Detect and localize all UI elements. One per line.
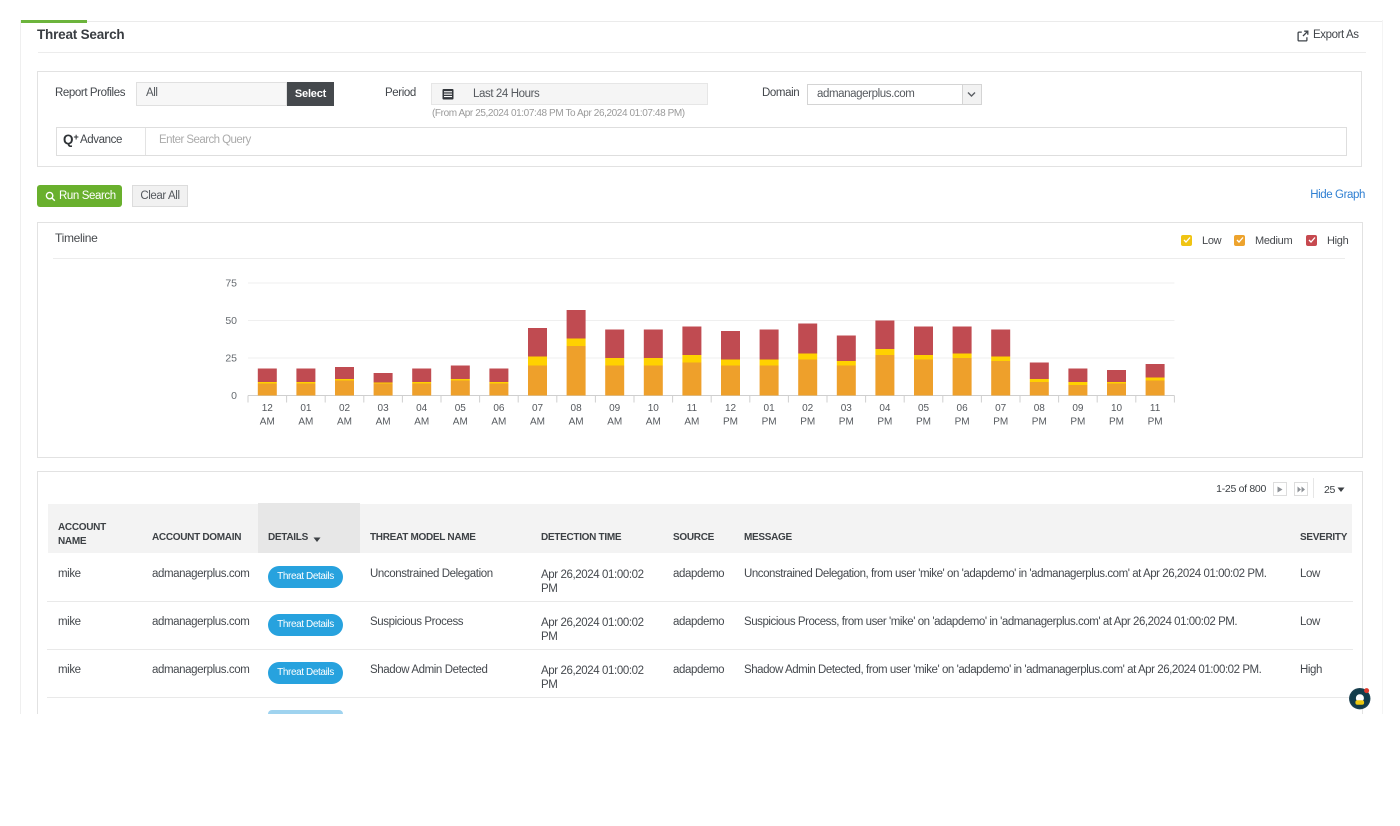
svg-text:11: 11: [687, 403, 698, 414]
svg-text:AM: AM: [376, 417, 391, 428]
svg-text:05: 05: [918, 403, 930, 414]
svg-text:0: 0: [231, 390, 237, 402]
svg-text:03: 03: [378, 403, 390, 414]
svg-text:AM: AM: [530, 417, 545, 428]
svg-text:PM: PM: [993, 417, 1008, 428]
svg-text:07: 07: [532, 403, 544, 414]
svg-text:AM: AM: [607, 417, 622, 428]
svg-text:PM: PM: [877, 417, 892, 428]
svg-text:04: 04: [879, 403, 891, 414]
svg-text:09: 09: [609, 403, 621, 414]
svg-text:08: 08: [1034, 403, 1046, 414]
svg-text:01: 01: [300, 403, 312, 414]
svg-text:PM: PM: [1032, 417, 1047, 428]
svg-text:12: 12: [725, 403, 737, 414]
svg-text:04: 04: [416, 403, 428, 414]
svg-text:PM: PM: [1109, 417, 1124, 428]
svg-text:05: 05: [455, 403, 467, 414]
svg-text:AM: AM: [337, 417, 352, 428]
svg-text:11: 11: [1150, 403, 1161, 414]
svg-text:PM: PM: [762, 417, 777, 428]
svg-text:50: 50: [225, 315, 237, 327]
svg-text:AM: AM: [491, 417, 506, 428]
svg-text:AM: AM: [453, 417, 468, 428]
svg-text:08: 08: [571, 403, 583, 414]
svg-text:01: 01: [764, 403, 776, 414]
svg-text:75: 75: [225, 278, 237, 290]
svg-text:07: 07: [995, 403, 1007, 414]
svg-text:02: 02: [802, 403, 814, 414]
svg-text:AM: AM: [298, 417, 313, 428]
svg-text:25: 25: [225, 353, 237, 365]
svg-text:AM: AM: [260, 417, 275, 428]
svg-text:06: 06: [493, 403, 505, 414]
svg-text:PM: PM: [723, 417, 738, 428]
svg-text:10: 10: [1111, 403, 1123, 414]
svg-text:PM: PM: [916, 417, 931, 428]
svg-text:PM: PM: [839, 417, 854, 428]
svg-text:PM: PM: [955, 417, 970, 428]
svg-text:AM: AM: [684, 417, 699, 428]
svg-text:PM: PM: [1148, 417, 1163, 428]
svg-text:10: 10: [648, 403, 660, 414]
svg-text:PM: PM: [1070, 417, 1085, 428]
svg-text:09: 09: [1072, 403, 1084, 414]
svg-text:03: 03: [841, 403, 853, 414]
svg-text:12: 12: [262, 403, 274, 414]
svg-text:PM: PM: [800, 417, 815, 428]
svg-text:AM: AM: [646, 417, 661, 428]
svg-text:02: 02: [339, 403, 351, 414]
svg-text:06: 06: [957, 403, 969, 414]
svg-text:AM: AM: [414, 417, 429, 428]
svg-text:AM: AM: [569, 417, 584, 428]
